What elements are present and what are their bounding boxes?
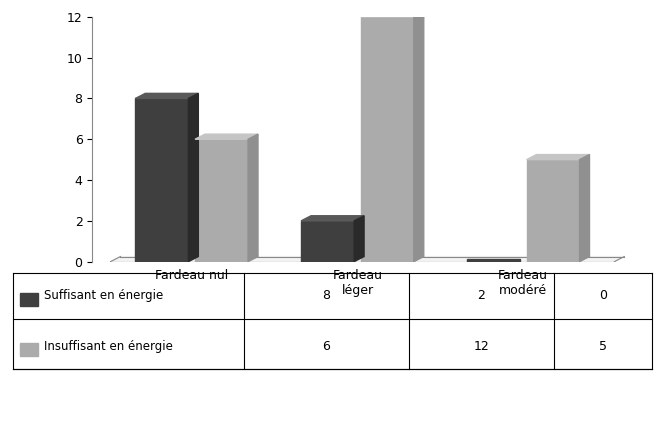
Text: 12: 12 <box>473 340 489 352</box>
Polygon shape <box>579 154 590 262</box>
Polygon shape <box>527 160 579 262</box>
Polygon shape <box>414 12 424 262</box>
Bar <box>20 292 38 306</box>
Text: 6: 6 <box>322 340 330 352</box>
Text: 2: 2 <box>477 289 485 303</box>
Polygon shape <box>188 93 198 262</box>
Polygon shape <box>135 93 198 98</box>
Polygon shape <box>195 139 248 262</box>
Text: Insuffisant en énergie: Insuffisant en énergie <box>44 340 173 352</box>
Text: Suffisant en énergie: Suffisant en énergie <box>44 289 163 303</box>
Text: 0: 0 <box>599 289 607 303</box>
Polygon shape <box>527 154 590 160</box>
Polygon shape <box>467 259 520 262</box>
Polygon shape <box>195 134 258 139</box>
Polygon shape <box>111 257 624 262</box>
Polygon shape <box>354 216 364 262</box>
Polygon shape <box>135 98 188 262</box>
Polygon shape <box>248 134 258 262</box>
Text: 5: 5 <box>599 340 607 352</box>
Polygon shape <box>301 216 364 221</box>
Polygon shape <box>301 221 354 262</box>
Text: 8: 8 <box>322 289 330 303</box>
Bar <box>20 343 38 356</box>
Polygon shape <box>360 12 424 17</box>
Polygon shape <box>360 17 414 262</box>
